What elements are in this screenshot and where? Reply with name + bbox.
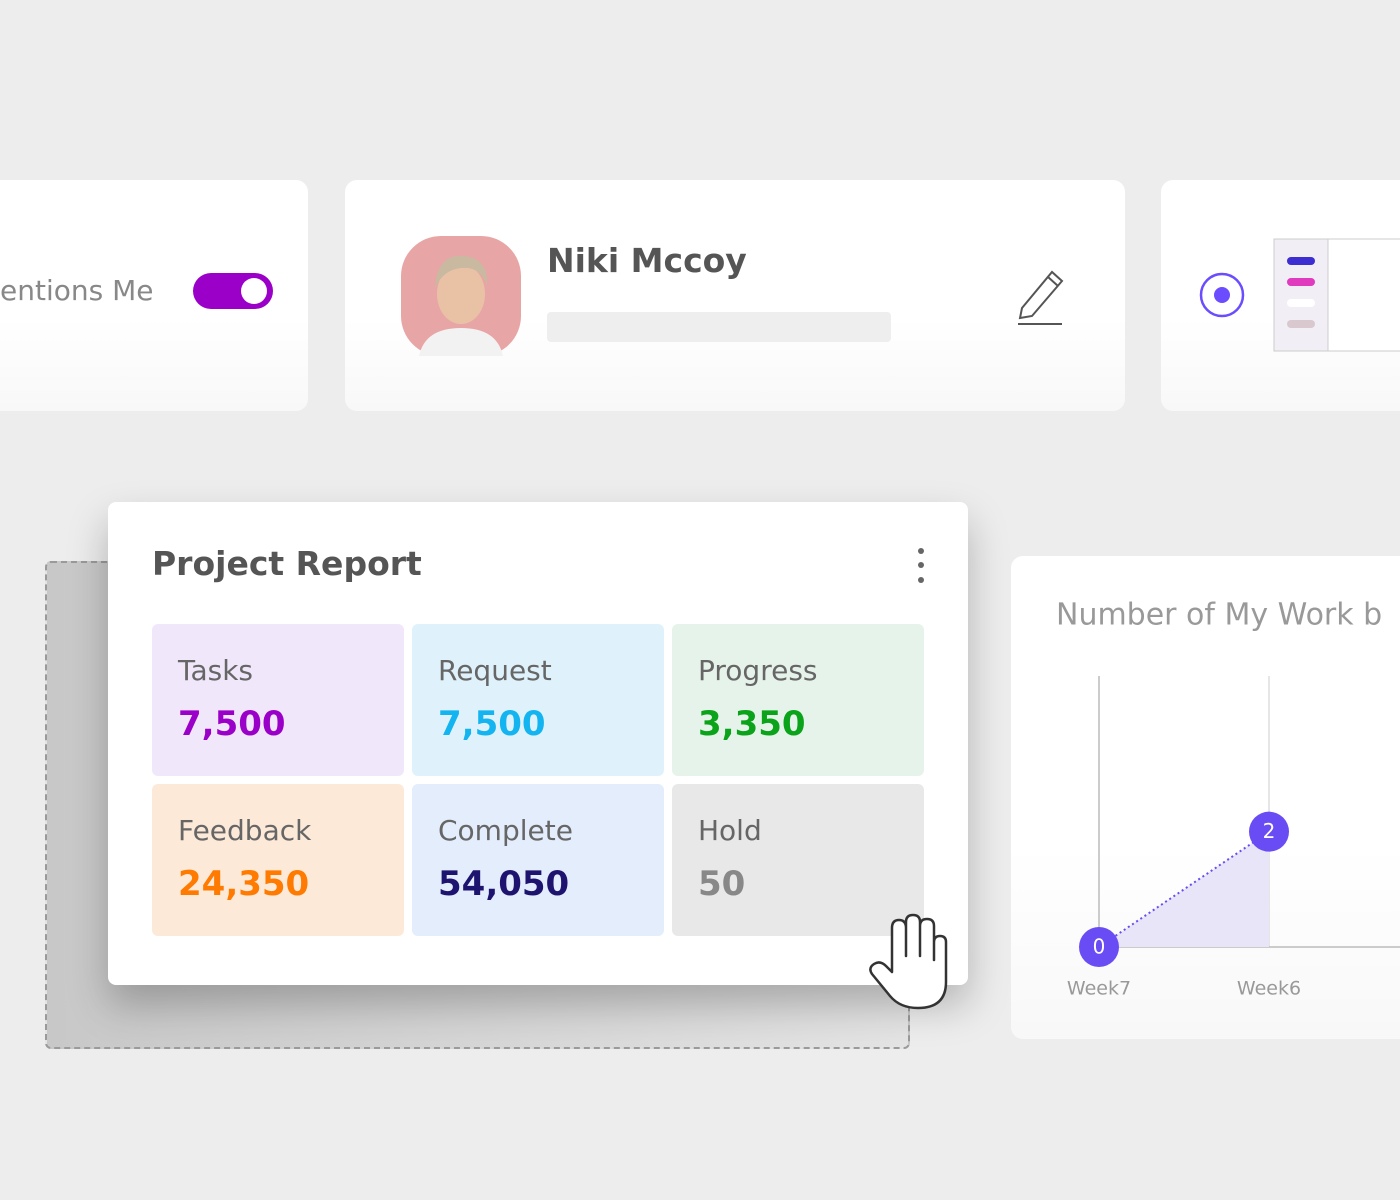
cell-label: Complete (438, 814, 573, 847)
cell-label: Feedback (178, 814, 312, 847)
chart-card (1011, 556, 1400, 1039)
cell-value: 7,500 (438, 704, 546, 744)
toggle-knob (241, 278, 267, 304)
chart: Number of My Work b 0 2 Week7 Week6 (1056, 598, 1400, 1000)
menu-dots[interactable] (914, 546, 928, 586)
cell-value: 24,350 (178, 864, 310, 904)
report-cell: Request 7,500 (412, 624, 664, 776)
point (1079, 927, 1119, 967)
avatar (401, 236, 521, 356)
cell-label: Hold (698, 814, 762, 847)
cell-value: 7,500 (178, 704, 286, 744)
theme-option[interactable] (1199, 236, 1400, 354)
report-cell: Progress 3,350 (672, 624, 924, 776)
toggle[interactable] (193, 273, 273, 309)
report-cell: Feedback 24,350 (152, 784, 404, 936)
point-label: 2 (1263, 819, 1276, 843)
line (1098, 830, 1270, 948)
x-tick-label: Week6 (1237, 978, 1301, 1000)
filter-label: entions Me (0, 274, 154, 307)
cell-value: 3,350 (698, 704, 806, 744)
report-cell: Complete 54,050 (412, 784, 664, 936)
x-tick-label: Week7 (1067, 978, 1131, 1000)
cell-label: Request (438, 654, 552, 687)
cell-label: Progress (698, 654, 818, 687)
profile-name: Niki Mccoy (547, 241, 747, 280)
point-label: 0 (1093, 935, 1106, 959)
report-cell: Tasks 7,500 (152, 624, 404, 776)
project-report-card[interactable]: Project Report Tasks 7,500 Request 7,500 Pro… (108, 502, 968, 985)
edit-icon[interactable] (1012, 264, 1068, 328)
point (1249, 811, 1289, 852)
cell-value: 54,050 (438, 864, 570, 904)
report-cell: Hold 50 (672, 784, 924, 936)
chart-title: Number of My Work b (1056, 598, 1382, 633)
cell-value: 50 (698, 864, 746, 904)
placeholder-bar (547, 312, 891, 342)
report-title: Project Report (152, 544, 422, 583)
hand-cursor (869, 913, 948, 1010)
cell-label: Tasks (178, 654, 254, 687)
